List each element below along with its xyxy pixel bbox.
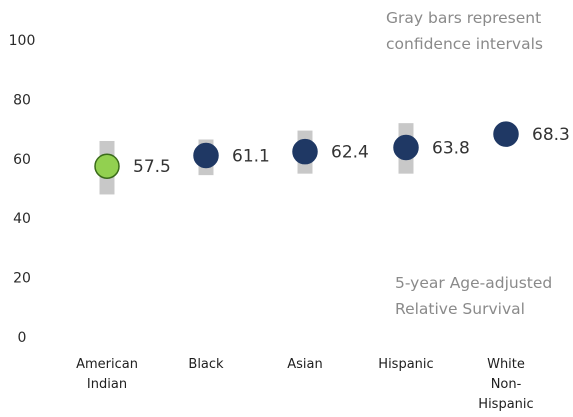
annotation-survival-line-1: 5-year Age-adjusted: [395, 274, 552, 292]
data-points: [94, 121, 519, 179]
data-point: [393, 134, 419, 161]
x-tick-label: American Indian: [76, 357, 138, 392]
data-labels: 57.5 61.1 62.4 63.8 68.3: [133, 125, 570, 177]
x-tick-label: Black: [188, 357, 224, 372]
data-label: 62.4: [331, 143, 369, 163]
y-tick-label: 80: [13, 92, 31, 108]
data-label: 63.8: [432, 139, 470, 159]
x-tick-label: White Non- Hispanic: [478, 357, 533, 412]
y-axis: 0 20 40 60 80 100: [9, 33, 36, 346]
data-point: [193, 142, 219, 169]
data-label: 61.1: [232, 147, 270, 167]
annotation-confidence-line-2: confidence intervals: [386, 35, 543, 53]
data-label: 57.5: [133, 157, 171, 177]
x-tick-label-line: Hispanic: [478, 397, 533, 412]
y-tick-label: 0: [18, 330, 27, 346]
data-point: [292, 138, 318, 165]
x-tick-label-line: Non-: [491, 377, 522, 392]
x-tick-label-line: Indian: [87, 377, 127, 392]
y-tick-label: 40: [13, 211, 31, 227]
annotation-confidence-line-1: Gray bars represent: [386, 9, 541, 27]
x-tick-label-line: Black: [188, 357, 224, 372]
y-tick-label: 60: [13, 152, 31, 168]
x-tick-label: Asian: [287, 357, 322, 372]
y-tick-label: 100: [9, 33, 36, 49]
x-axis: American Indian Black Asian Hispanic White Non…: [76, 357, 534, 412]
data-point: [493, 121, 519, 147]
x-tick-label: Hispanic: [378, 357, 433, 372]
annotation-survival-line-2: Relative Survival: [395, 300, 525, 318]
x-tick-label-line: Asian: [287, 357, 322, 372]
x-tick-label-line: White: [487, 357, 525, 372]
data-label: 68.3: [532, 125, 570, 145]
y-tick-label: 20: [13, 271, 31, 287]
x-tick-label-line: American: [76, 357, 138, 372]
x-tick-label-line: Hispanic: [378, 357, 433, 372]
data-point: [94, 153, 120, 179]
